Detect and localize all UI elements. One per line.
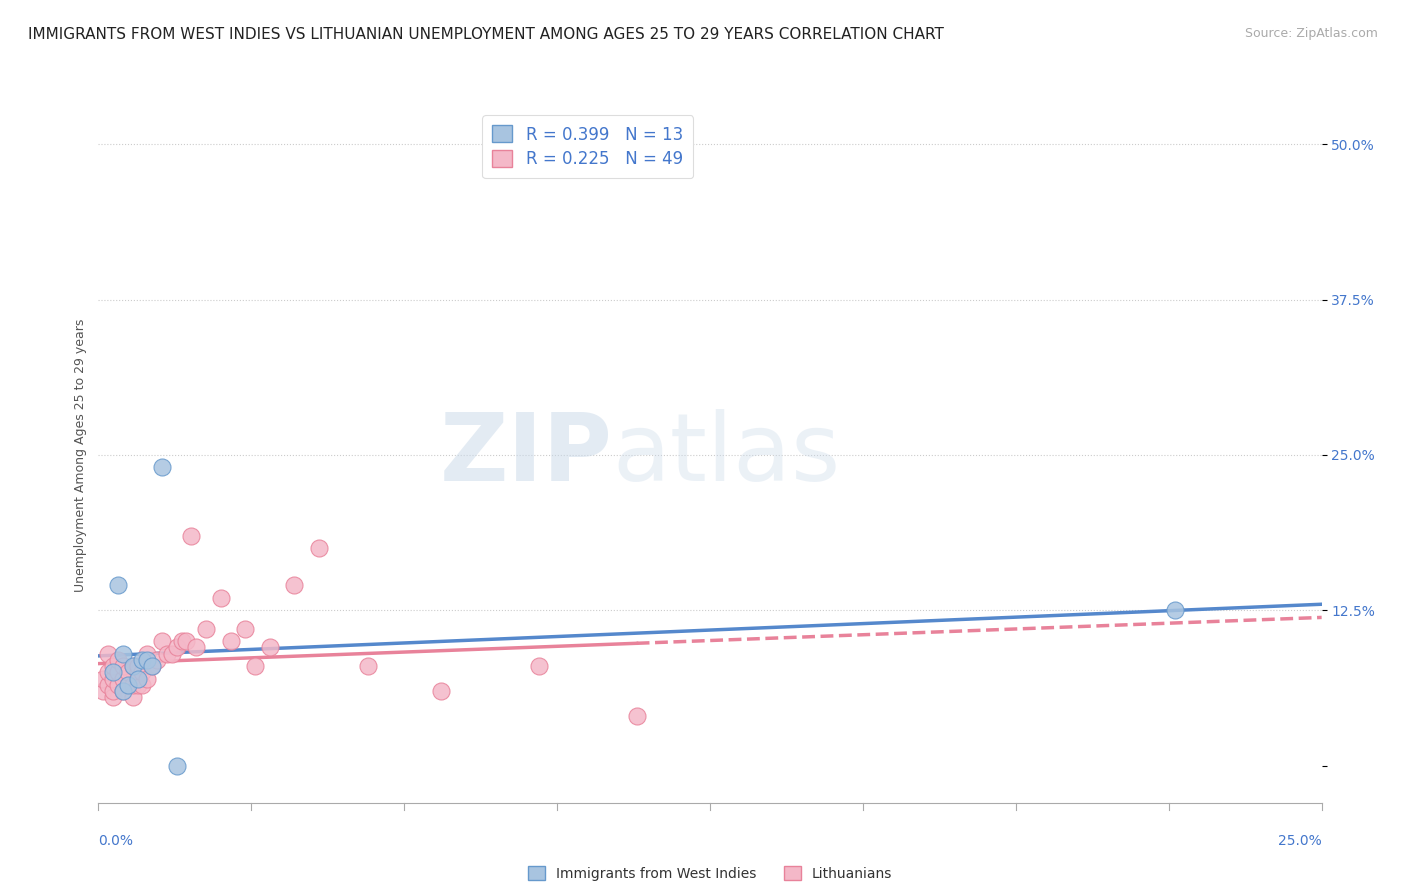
Text: Source: ZipAtlas.com: Source: ZipAtlas.com [1244, 27, 1378, 40]
Point [259, 640, 281, 655]
Point [117, 678, 139, 692]
Point [117, 665, 139, 680]
Point [156, 647, 179, 661]
Text: ZIP: ZIP [439, 409, 612, 501]
Point [111, 647, 134, 661]
Point [97, 665, 120, 680]
Text: atlas: atlas [612, 409, 841, 501]
Point [136, 647, 159, 661]
Point [180, 529, 202, 543]
Point [233, 622, 256, 636]
Point [127, 659, 149, 673]
Text: 25.0%: 25.0% [1278, 834, 1322, 848]
Point [166, 640, 188, 655]
Point [101, 665, 124, 680]
Point [170, 634, 193, 648]
Point [101, 690, 124, 705]
Point [117, 678, 139, 692]
Point [136, 672, 159, 686]
Point [131, 665, 153, 680]
Point [121, 690, 143, 705]
Point [111, 659, 134, 673]
Point [356, 659, 378, 673]
Point [1164, 603, 1187, 617]
Point [91, 684, 114, 698]
Point [101, 672, 124, 686]
Point [527, 659, 550, 673]
Point [121, 659, 143, 673]
Point [186, 640, 208, 655]
Point [97, 647, 120, 661]
Point [121, 678, 143, 692]
Point [283, 578, 305, 592]
Legend: Immigrants from West Indies, Lithuanians: Immigrants from West Indies, Lithuanians [523, 861, 897, 887]
Point [195, 622, 218, 636]
Point [111, 684, 134, 698]
Point [219, 634, 242, 648]
Point [127, 672, 149, 686]
Point [136, 653, 159, 667]
Point [111, 672, 134, 686]
Point [141, 659, 163, 673]
Y-axis label: Unemployment Among Ages 25 to 29 years: Unemployment Among Ages 25 to 29 years [75, 318, 87, 591]
Point [430, 684, 453, 698]
Point [107, 665, 129, 680]
Point [308, 541, 330, 555]
Point [107, 678, 129, 692]
Text: IMMIGRANTS FROM WEST INDIES VS LITHUANIAN UNEMPLOYMENT AMONG AGES 25 TO 29 YEARS: IMMIGRANTS FROM WEST INDIES VS LITHUANIA… [28, 27, 943, 42]
Point [141, 659, 163, 673]
Point [146, 653, 169, 667]
Point [150, 634, 173, 648]
Point [131, 678, 153, 692]
Point [127, 678, 149, 692]
Point [121, 659, 143, 673]
Point [127, 665, 149, 680]
Point [101, 684, 124, 698]
Point [101, 659, 124, 673]
Point [160, 647, 183, 661]
Point [626, 708, 648, 723]
Point [107, 653, 129, 667]
Point [166, 758, 188, 772]
Text: 0.0%: 0.0% [98, 834, 134, 848]
Point [131, 653, 153, 667]
Point [91, 672, 114, 686]
Point [209, 591, 232, 605]
Point [243, 659, 266, 673]
Point [176, 634, 198, 648]
Point [111, 684, 134, 698]
Point [150, 460, 173, 475]
Point [97, 678, 120, 692]
Point [107, 578, 129, 592]
